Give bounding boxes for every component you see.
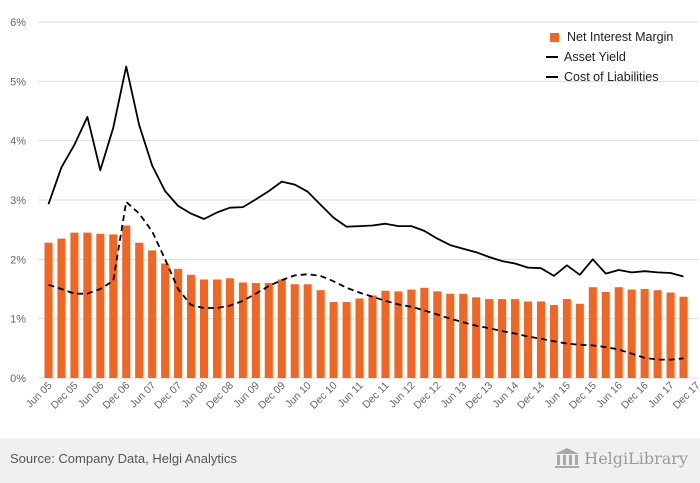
x-tick-label: Dec 15 [567, 380, 599, 412]
y-tick-label: 2% [10, 254, 26, 266]
bar [653, 290, 662, 378]
y-tick-label: 5% [10, 76, 26, 88]
bar [679, 296, 688, 378]
legend-label: Asset Yield [564, 50, 626, 64]
bar [536, 301, 545, 378]
bar [57, 238, 66, 378]
x-tick-label: Dec 05 [49, 380, 81, 412]
bar [83, 232, 92, 378]
x-tick-label: Dec 17 [671, 380, 700, 412]
bar [368, 295, 377, 378]
legend-item-asset-yield: Asset Yield [546, 47, 673, 67]
x-tick-label: Dec 11 [360, 380, 392, 412]
bar [459, 293, 468, 378]
y-tick-label: 6% [10, 17, 26, 29]
x-tick-label: Jun 11 [335, 380, 365, 410]
bar [446, 293, 455, 378]
bar [109, 234, 118, 378]
bar [472, 297, 481, 378]
bar [316, 290, 325, 378]
footer: Source: Company Data, Helgi Analytics He… [0, 438, 700, 483]
library-building-icon [555, 448, 580, 468]
bar [96, 233, 105, 378]
x-tick-label: Dec 09 [256, 380, 288, 412]
bar [640, 289, 649, 378]
bar [251, 283, 260, 378]
y-tick-label: 4% [10, 136, 26, 148]
bar [70, 232, 79, 378]
bar [614, 287, 623, 378]
legend-swatch-line [546, 56, 558, 58]
bar [290, 284, 299, 378]
bar [122, 225, 131, 378]
bar [511, 299, 520, 378]
legend-label: Cost of Liabilities [564, 70, 659, 84]
bar [355, 298, 364, 378]
legend-item-cost-of-liabilities: Cost of Liabilities [546, 67, 673, 87]
y-tick-label: 1% [10, 314, 26, 326]
bar [161, 263, 170, 378]
bar [666, 292, 675, 378]
bar [329, 302, 338, 378]
legend-label: Net Interest Margin [567, 30, 674, 44]
x-tick-label: Dec 06 [100, 380, 132, 412]
legend-swatch-dashed-line [546, 76, 558, 78]
bar [407, 289, 416, 378]
bar [212, 279, 221, 378]
bar [562, 299, 571, 378]
grid-lines [38, 21, 698, 379]
legend: Net Interest Margin Asset Yield Cost of … [546, 27, 673, 87]
bar [264, 283, 273, 378]
bar [199, 279, 209, 378]
bar [238, 282, 247, 378]
bar [601, 291, 610, 378]
bar [174, 268, 183, 378]
x-tick-label: Dec 16 [619, 380, 651, 412]
legend-swatch-bar [550, 32, 559, 42]
x-tick-label: Dec 07 [152, 380, 184, 412]
bar [44, 242, 53, 378]
bar [148, 250, 157, 378]
bar [394, 291, 403, 378]
x-tick-label: Dec 08 [204, 380, 236, 412]
line-cost-of-liabilities [48, 200, 684, 361]
bar [187, 274, 196, 378]
bar [433, 291, 442, 378]
line-asset-yield [47, 65, 684, 278]
bar [627, 289, 636, 378]
bar [135, 242, 144, 378]
bar [277, 279, 286, 378]
line-series [47, 65, 684, 361]
bar [342, 302, 351, 378]
x-tick-label: Dec 13 [463, 380, 495, 412]
brand-logo[interactable]: HelgiLibrary [554, 447, 688, 469]
bar [381, 290, 390, 378]
bar [420, 287, 429, 378]
bar [485, 299, 494, 378]
y-tick-label: 0% [10, 373, 26, 385]
bar [575, 303, 584, 378]
y-tick-label: 3% [10, 195, 26, 207]
bar [588, 287, 597, 378]
x-tick-label: Dec 14 [515, 380, 547, 412]
bars-net-interest-margin [44, 225, 688, 378]
legend-item-net-interest-margin: Net Interest Margin [546, 27, 673, 47]
y-axis-tick-labels: 0% 1% 2% 3% 4% 5% 6% [10, 17, 26, 385]
bar [225, 278, 234, 378]
brand-name: HelgiLibrary [584, 448, 688, 468]
x-tick-label: Dec 12 [411, 380, 443, 412]
bar [523, 301, 533, 378]
bar [303, 284, 312, 378]
source-note: Source: Company Data, Helgi Analytics [10, 451, 237, 466]
bar [498, 299, 507, 378]
x-tick-label: Dec 10 [308, 380, 340, 412]
